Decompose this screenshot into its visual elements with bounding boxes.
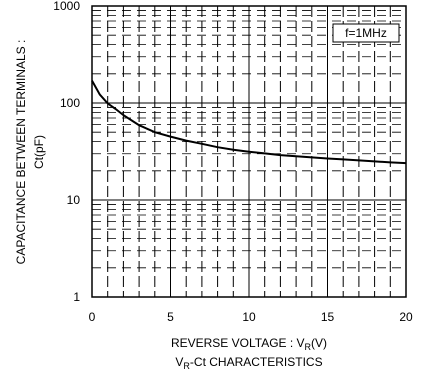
chart-title: VR-Ct CHARACTERISTICS xyxy=(175,355,322,371)
x-tick-label: 0 xyxy=(89,310,96,324)
y-tick-label: 10 xyxy=(67,193,81,207)
plot-frame xyxy=(91,5,407,298)
series-line xyxy=(91,80,407,165)
annotation-box: f=1MHz xyxy=(332,23,400,43)
x-axis-title: REVERSE VOLTAGE : VR(V) xyxy=(171,336,327,352)
y-axis-title: CAPACITANCE BETWEEN TERMINALS : xyxy=(14,40,28,265)
x-tick-label: 20 xyxy=(399,310,413,324)
y-tick-label: 1000 xyxy=(53,0,80,13)
x-tick-label: 15 xyxy=(321,310,335,324)
y-tick-label: 1 xyxy=(73,290,80,304)
curve-layer xyxy=(91,80,407,165)
x-tick-label: 10 xyxy=(242,310,256,324)
grid xyxy=(92,6,406,297)
x-tick-labels: 0 5 10 15 20 xyxy=(89,310,413,324)
y-tick-label: 100 xyxy=(60,96,80,110)
y-tick-labels: 1 10 100 1000 xyxy=(53,0,80,304)
x-tick-label: 5 xyxy=(167,310,174,324)
y-axis-unit: Ct(pF) xyxy=(32,135,46,169)
annotation-label: f=1MHz xyxy=(345,26,387,40)
